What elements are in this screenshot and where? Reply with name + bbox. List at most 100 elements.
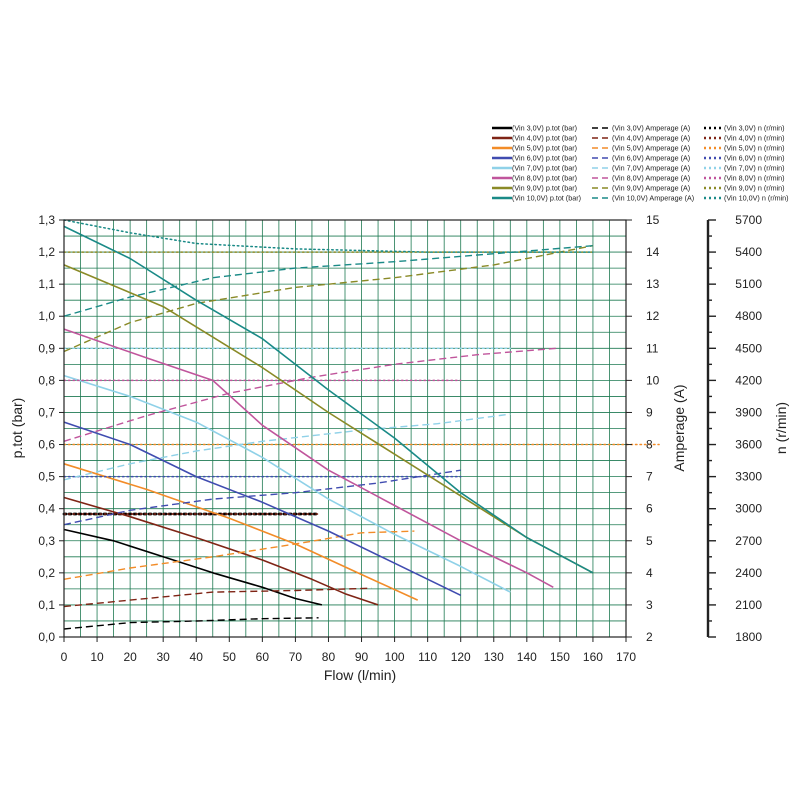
grid: [63, 219, 627, 638]
legend-entry: (Vin 6,0V) n (r/min): [724, 154, 785, 163]
amperage-curve: [63, 587, 372, 608]
amperage-curve: [63, 347, 557, 442]
x-axis-label: Flow (l/min): [324, 667, 396, 683]
y-tick-label-left: 0,3: [38, 534, 55, 548]
amperage-curve: [63, 617, 319, 630]
axis-ticks: 0 10 20 30 40 50 60 70 80 90 100 110 120 130 140 150 160…: [38, 213, 762, 664]
y-tick-label-left: 0,7: [38, 405, 55, 419]
x-tick-label: 110: [418, 650, 437, 664]
y-tick-label-rpm: 3600: [735, 438, 762, 452]
legend-entry: (Vin 3,0V) Amperage (A): [612, 124, 690, 133]
y-tick-label-rpm: 3300: [735, 470, 762, 484]
legend-entry: (Vin 7,0V) p.tot (bar): [512, 164, 577, 173]
legend-entry: (Vin 10,0V) n (r/min): [724, 194, 789, 203]
legend-entry: (Vin 10,0V) Amperage (A): [612, 194, 694, 203]
y-tick-label-amperage: 14: [646, 245, 660, 259]
plot-frame: [63, 219, 627, 638]
pressure-curve: [63, 374, 511, 593]
y-tick-label-left: 0,5: [38, 470, 55, 484]
legend-entry: (Vin 10,0V) p.tot (bar): [512, 194, 581, 203]
y-tick-label-amperage: 10: [646, 373, 660, 387]
x-tick-label: 40: [190, 650, 204, 664]
y-tick-label-left: 0,9: [38, 341, 55, 355]
x-tick-label: 120: [451, 650, 471, 664]
pressure-curve: [63, 225, 594, 574]
y-tick-label-amperage: 5: [646, 534, 653, 548]
y-tick-label-amperage: 9: [646, 405, 653, 419]
legend-entry: (Vin 9,0V) n (r/min): [724, 184, 785, 193]
curves: [62, 219, 660, 630]
rpm-curve: [63, 219, 594, 253]
amperage-curve: [63, 469, 461, 526]
x-tick-label: 70: [289, 650, 303, 664]
legend-entry: (Vin 4,0V) p.tot (bar): [512, 134, 577, 143]
pressure-curve: [63, 421, 462, 597]
y-tick-label-left: 1,0: [38, 309, 55, 323]
x-tick-label: 50: [223, 650, 237, 664]
y-tick-label-amperage: 3: [646, 598, 653, 612]
pressure-curve: [63, 463, 419, 601]
amperage-curve: [63, 245, 593, 317]
legend: (Vin 3,0V) p.tot (bar) (Vin 3,0V) Amperag…: [492, 124, 789, 203]
y-tick-label-left: 1,3: [38, 213, 55, 227]
legend-entry: (Vin 8,0V) p.tot (bar): [512, 174, 577, 183]
y-tick-label-left: 0,4: [38, 502, 55, 516]
y-tick-label-rpm: 4500: [735, 341, 762, 355]
legend-entry: (Vin 8,0V) n (r/min): [724, 174, 785, 183]
y-tick-label-rpm: 5700: [735, 213, 762, 227]
x-tick-label: 20: [123, 650, 137, 664]
x-tick-label: 10: [90, 650, 104, 664]
legend-entry: (Vin 7,0V) n (r/min): [724, 164, 785, 173]
y-tick-label-rpm: 2400: [735, 566, 762, 580]
legend-entry: (Vin 9,0V) p.tot (bar): [512, 184, 577, 193]
x-tick-label: 90: [355, 650, 369, 664]
legend-entry: (Vin 3,0V) n (r/min): [724, 124, 785, 133]
y-tick-label-rpm: 2700: [735, 534, 762, 548]
x-tick-label: 0: [61, 650, 68, 664]
x-tick-label: 60: [256, 650, 270, 664]
pressure-curve: [63, 328, 554, 589]
y-axis-label-amperage: Amperage (A): [671, 384, 687, 471]
y-axis-label-rpm: n (r/min): [773, 402, 789, 454]
y-tick-label-amperage: 11: [646, 341, 659, 355]
y-tick-label-rpm: 3000: [735, 502, 762, 516]
legend-entry: (Vin 5,0V) p.tot (bar): [512, 144, 577, 153]
legend-entry: (Vin 4,0V) n (r/min): [724, 134, 785, 143]
legend-entry: (Vin 5,0V) Amperage (A): [612, 144, 690, 153]
legend-entry: (Vin 6,0V) Amperage (A): [612, 154, 690, 163]
y-tick-label-amperage: 15: [646, 213, 660, 227]
y-tick-label-rpm: 2100: [735, 598, 762, 612]
y-tick-label-rpm: 5100: [735, 277, 762, 291]
y-tick-label-rpm: 5400: [735, 245, 762, 259]
y-tick-label-left: 0,8: [38, 373, 55, 387]
legend-entry: (Vin 7,0V) Amperage (A): [612, 164, 690, 173]
y-tick-label-amperage: 7: [646, 470, 653, 484]
y-axis-label-left: p.tot (bar): [9, 398, 25, 459]
plot-border: [63, 219, 627, 638]
y-tick-label-rpm: 4200: [735, 373, 762, 387]
y-tick-label-amperage: 12: [646, 309, 660, 323]
x-tick-label: 30: [156, 650, 170, 664]
x-tick-label: 160: [583, 650, 603, 664]
amperage-curve: [63, 530, 415, 580]
x-tick-label: 170: [616, 650, 636, 664]
legend-entry: (Vin 8,0V) Amperage (A): [612, 174, 690, 183]
y-tick-label-left: 1,1: [38, 277, 55, 291]
y-tick-label-left: 1,2: [38, 245, 55, 259]
legend-entry: (Vin 6,0V) p.tot (bar): [512, 154, 577, 163]
y-tick-label-left: 0,2: [38, 566, 55, 580]
y-tick-label-left: 0,6: [38, 438, 55, 452]
y-tick-label-rpm: 3900: [735, 405, 762, 419]
x-tick-label: 140: [517, 650, 537, 664]
x-tick-label: 130: [484, 650, 504, 664]
y-tick-label-left: 0,0: [38, 630, 55, 644]
y-tick-label-amperage: 8: [646, 438, 653, 452]
x-tick-label: 150: [550, 650, 570, 664]
legend-entry: (Vin 5,0V) n (r/min): [724, 144, 785, 153]
y-tick-label-amperage: 13: [646, 277, 660, 291]
legend-entry: (Vin 3,0V) p.tot (bar): [512, 124, 577, 133]
y-tick-label-left: 0,1: [38, 598, 55, 612]
amperage-curve: [63, 245, 594, 353]
x-tick-label: 80: [322, 650, 336, 664]
